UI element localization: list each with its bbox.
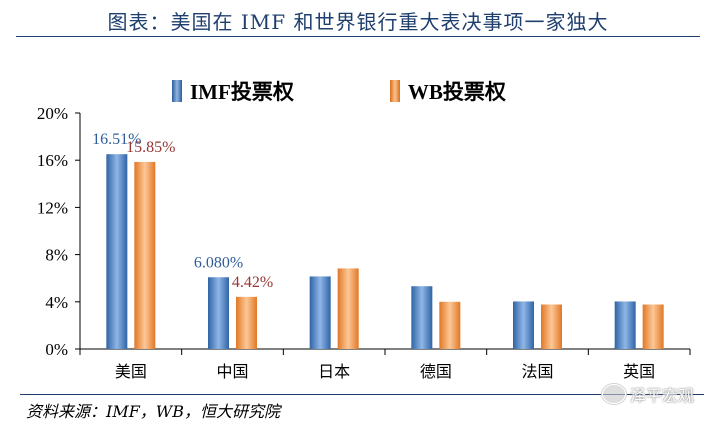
bar-wb-5 [642, 304, 664, 349]
bar-imf-0 [106, 154, 128, 349]
watermark-text: 泽平宏观 [630, 386, 695, 405]
legend: IMF投票权 WB投票权 [172, 78, 506, 104]
y-tick-label: 16% [37, 151, 68, 170]
bar-wb-1 [236, 296, 257, 349]
bar-wb-2 [337, 268, 359, 349]
legend-label-imf: IMF投票权 [190, 80, 294, 104]
legend-item-wb: WB投票权 [389, 76, 506, 106]
y-tick-label: 12% [37, 198, 68, 217]
x-tick-label: 中国 [216, 362, 248, 381]
bar-imf-2 [309, 276, 331, 349]
x-tick-label: 德国 [420, 362, 452, 381]
chart-title: 图表：美国在 IMF 和世界银行重大表决事项一家独大 [107, 10, 609, 34]
y-tick-label: 0% [45, 340, 68, 359]
x-tick-label: 日本 [318, 362, 350, 381]
data-label: 15.85% [126, 139, 175, 156]
bar-imf-5 [614, 301, 636, 349]
bar-wb-3 [439, 301, 461, 349]
watermark: 泽平宏观 [602, 382, 694, 406]
source-footer: 资料来源：IMF，WB，恒大研究院 [20, 394, 704, 421]
y-tick-label: 20% [37, 104, 68, 123]
data-label: 16.51% [92, 131, 141, 148]
bar-wb-0 [134, 161, 156, 349]
bar-imf-4 [513, 301, 534, 349]
source-note: 资料来源：IMF，WB，恒大研究院 [26, 402, 281, 421]
legend-item-imf: IMF投票权 [172, 76, 294, 106]
x-tick-label: 美国 [115, 362, 147, 381]
bar-imf-3 [411, 286, 433, 349]
x-tick-label: 法国 [521, 362, 553, 381]
y-tick-label: 8% [45, 246, 68, 265]
bar-wb-4 [541, 304, 562, 349]
legend-swatch-imf [172, 80, 182, 102]
y-tick-label: 4% [45, 293, 68, 312]
data-label: 4.42% [232, 274, 273, 291]
legend-swatch-wb [389, 80, 400, 102]
title-bar: 图表：美国在 IMF 和世界银行重大表决事项一家独大 [16, 0, 700, 37]
x-tick-label: 英国 [623, 362, 655, 381]
data-label: 6.080% [194, 254, 243, 271]
bar-imf-1 [208, 277, 229, 349]
legend-label-wb: WB投票权 [407, 80, 506, 104]
wechat-logo-icon [602, 384, 626, 404]
